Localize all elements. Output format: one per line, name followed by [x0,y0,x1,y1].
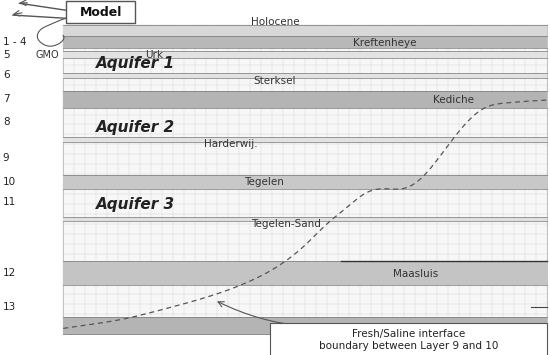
FancyBboxPatch shape [270,323,547,355]
Bar [63,73,547,78]
Bar [63,175,547,189]
Text: Harderwij.: Harderwij. [204,140,258,149]
Text: 1 - 4: 1 - 4 [3,37,26,47]
Text: Aquifer 1: Aquifer 1 [96,56,175,71]
Text: 11: 11 [3,197,16,207]
FancyBboxPatch shape [66,1,135,23]
Text: GMO: GMO [36,50,59,60]
Text: Tegelen-Sand: Tegelen-Sand [251,219,321,229]
Text: 13: 13 [3,302,16,312]
Text: 7: 7 [3,94,9,104]
Text: Kediche: Kediche [433,95,474,105]
Text: 9: 9 [3,153,9,163]
Text: 10: 10 [3,177,16,187]
Bar [63,25,547,334]
Text: Model: Model [79,6,122,18]
Bar [63,217,547,221]
Text: Urk: Urk [145,50,163,60]
Text: Fresh/Saline interface
boundary between Layer 9 and 10: Fresh/Saline interface boundary between … [318,329,498,351]
Bar [63,36,547,48]
Bar [63,91,547,108]
Text: 5: 5 [3,50,9,60]
Bar [63,137,547,142]
Text: 6: 6 [3,70,9,80]
Bar [63,261,547,285]
Bar [63,25,547,36]
Text: Aquifer 2: Aquifer 2 [96,120,175,135]
Bar [63,51,547,58]
Text: 12: 12 [3,268,16,278]
Text: Sterksel: Sterksel [254,76,296,86]
Text: Aquifer 3: Aquifer 3 [96,197,175,212]
Text: Maasluis: Maasluis [393,269,438,279]
Bar [63,317,547,334]
Text: Tegelen: Tegelen [244,177,284,187]
Text: 8: 8 [3,118,9,127]
Text: Holocene: Holocene [251,17,299,27]
Text: Kreftenheye: Kreftenheye [353,38,417,48]
